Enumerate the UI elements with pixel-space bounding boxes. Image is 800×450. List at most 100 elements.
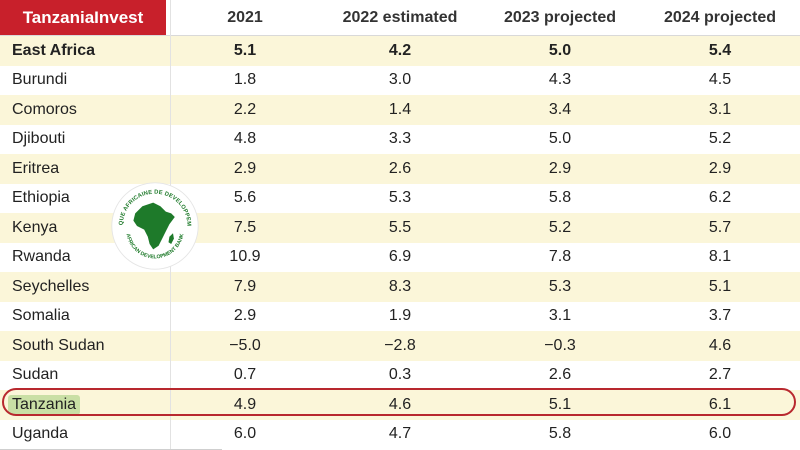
value-2021: 6.0 <box>233 425 257 443</box>
country-label: Somalia <box>12 302 70 332</box>
table-row: Burundi 1.8 3.0 4.3 4.5 <box>0 66 800 96</box>
value-2023: 3.4 <box>548 100 572 118</box>
country-label: Uganda <box>12 420 68 450</box>
table-row: East Africa 5.1 4.2 5.0 5.4 <box>0 36 800 66</box>
value-2022: 8.3 <box>388 277 412 295</box>
value-2021: 2.9 <box>233 159 257 177</box>
value-2023: 3.1 <box>548 307 572 325</box>
country-name: Somalia <box>12 307 70 325</box>
country-label: South Sudan <box>12 331 105 361</box>
country-label: Tanzania <box>8 390 81 420</box>
value-2024: 5.2 <box>708 130 732 148</box>
country-name: Djibouti <box>12 130 66 148</box>
country-name: South Sudan <box>12 336 105 354</box>
value-2024: 8.1 <box>708 248 732 266</box>
value-2022: 5.5 <box>388 218 412 236</box>
value-2024: 2.9 <box>708 159 732 177</box>
value-2023: 5.8 <box>548 425 572 443</box>
value-2022: 4.2 <box>388 41 412 59</box>
table-row: Ethiopia 5.6 5.3 5.8 6.2 <box>0 184 800 214</box>
value-2021: 5.1 <box>233 41 257 59</box>
value-2023: −0.3 <box>544 336 576 354</box>
africa-continent-icon <box>133 202 175 250</box>
table-row: Eritrea 2.9 2.6 2.9 2.9 <box>0 154 800 184</box>
madagascar-icon <box>168 233 174 244</box>
value-2024: 5.7 <box>708 218 732 236</box>
value-2021: 10.9 <box>229 248 261 266</box>
value-2023: 2.9 <box>548 159 572 177</box>
afdb-logo: BANQUE AFRICAINE DE DEVELOPPEMENT AFRICA… <box>110 181 199 270</box>
value-2023: 2.6 <box>548 366 572 384</box>
value-2024: 4.5 <box>708 71 732 89</box>
value-2021: 1.8 <box>233 71 257 89</box>
value-2022: 3.3 <box>388 130 412 148</box>
value-2024: 3.1 <box>708 100 732 118</box>
value-2022: 4.7 <box>388 425 412 443</box>
country-name: Kenya <box>12 218 58 236</box>
value-2024: 6.0 <box>708 425 732 443</box>
col-header-2023: 2023 projected <box>503 8 617 26</box>
country-label: Kenya <box>12 213 57 243</box>
country-name: Seychelles <box>12 277 90 295</box>
value-2023: 5.2 <box>548 218 572 236</box>
country-label: Rwanda <box>12 243 71 273</box>
value-2021: 4.9 <box>233 395 257 413</box>
value-2021: 0.7 <box>233 366 257 384</box>
value-2024: 3.7 <box>708 307 732 325</box>
country-label: Sudan <box>12 361 58 391</box>
col-header-2024: 2024 projected <box>663 8 777 26</box>
value-2024: 4.6 <box>708 336 732 354</box>
value-2022: −2.8 <box>384 336 416 354</box>
country-label: Comoros <box>12 95 77 125</box>
table-row: Comoros 2.2 1.4 3.4 3.1 <box>0 95 800 125</box>
tanzania-highlight-ring <box>2 388 796 416</box>
value-2021: 7.9 <box>233 277 257 295</box>
value-2022: 2.6 <box>388 159 412 177</box>
country-label: Eritrea <box>12 154 59 184</box>
value-2022: 1.9 <box>388 307 412 325</box>
country-label: East Africa <box>12 36 95 66</box>
value-2023: 5.3 <box>548 277 572 295</box>
table-row: Somalia 2.9 1.9 3.1 3.7 <box>0 302 800 332</box>
value-2022: 5.3 <box>388 189 412 207</box>
country-name: Ethiopia <box>12 189 70 207</box>
country-name: Comoros <box>12 100 77 118</box>
value-2024: 5.1 <box>708 277 732 295</box>
brand-label: TanzaniaInvest <box>0 0 166 35</box>
table-row: Sudan 0.7 0.3 2.6 2.7 <box>0 361 800 391</box>
value-2023: 5.0 <box>548 41 572 59</box>
table-row: Rwanda 10.9 6.9 7.8 8.1 <box>0 243 800 273</box>
table-row: Uganda 6.0 4.7 5.8 6.0 <box>0 420 800 450</box>
value-2021: 4.8 <box>233 130 257 148</box>
table-row: South Sudan −5.0 −2.8 −0.3 4.6 <box>0 331 800 361</box>
country-name: Rwanda <box>12 248 71 266</box>
country-label: Djibouti <box>12 125 65 155</box>
value-2024: 6.1 <box>708 395 732 413</box>
value-2024: 6.2 <box>708 189 732 207</box>
country-label: Ethiopia <box>12 184 70 214</box>
country-name: Sudan <box>12 366 59 384</box>
value-2022: 4.6 <box>388 395 412 413</box>
country-name: Burundi <box>12 71 68 89</box>
value-2024: 2.7 <box>708 366 732 384</box>
value-2021: 2.9 <box>233 307 257 325</box>
value-2022: 6.9 <box>388 248 412 266</box>
table-row: Djibouti 4.8 3.3 5.0 5.2 <box>0 125 800 155</box>
value-2021: 2.2 <box>233 100 257 118</box>
value-2023: 7.8 <box>548 248 572 266</box>
value-2022: 0.3 <box>388 366 412 384</box>
table-row: Seychelles 7.9 8.3 5.3 5.1 <box>0 272 800 302</box>
value-2021: 5.6 <box>233 189 257 207</box>
country-name: East Africa <box>12 41 95 59</box>
value-2022: 3.0 <box>388 71 412 89</box>
value-2022: 1.4 <box>388 100 412 118</box>
col-header-2021: 2021 <box>227 8 263 26</box>
value-2023: 5.8 <box>548 189 572 207</box>
country-label: Burundi <box>12 66 67 96</box>
country-name: Eritrea <box>12 159 60 177</box>
value-2023: 5.0 <box>548 130 572 148</box>
value-2023: 5.1 <box>548 395 572 413</box>
country-label: Seychelles <box>12 272 89 302</box>
value-2021: 7.5 <box>233 218 257 236</box>
